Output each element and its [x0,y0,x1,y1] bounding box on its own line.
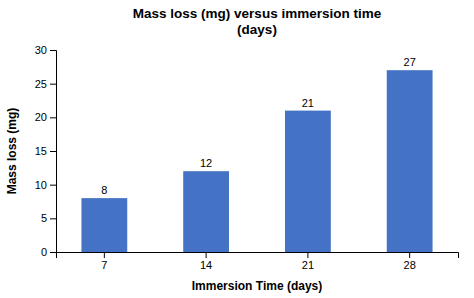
tick-mark [50,84,56,85]
data-label: 12 [200,157,212,169]
bar [183,171,229,252]
data-label: 21 [302,97,314,109]
tick-label: 0 [41,246,47,258]
title: Mass loss (mg) versus immersion time(day… [133,6,382,37]
tick: 5 [41,212,56,224]
tick: 30 [35,44,56,56]
data-labels: 8 12 21 27 [101,56,416,196]
bar [81,198,127,252]
tick: 21 [302,252,314,271]
tick: 28 [404,252,416,271]
tick-mark [206,252,207,258]
bar [387,70,433,252]
tick-label: 15 [35,145,47,157]
tick: 7 [101,252,107,271]
tick-mark [50,151,56,152]
tick-label: 25 [35,78,47,90]
tick: 20 [35,111,56,123]
tick-mark [50,50,56,51]
tick-mark [50,185,56,186]
x-axis-title: Immersion Time (days) [192,279,323,293]
tick-mark [50,218,56,219]
tick-label: 21 [302,259,314,271]
y-axis-title: Mass loss (mg) [5,108,19,195]
tick-mark [104,252,105,258]
tick-label: 30 [35,44,47,56]
tick: 15 [35,145,56,157]
tick: 10 [35,179,56,191]
tick: 0 [41,246,56,258]
chart: 8 12 21 27 7 14 21 28 0 5 10 15 20 25 30 Immersion Time… [0,0,474,298]
x-axis: 7 14 21 28 [57,252,459,271]
tick-mark [50,252,56,253]
tick-mark [409,252,410,258]
tick-label: 5 [41,212,47,224]
tick-mark [50,117,56,118]
bar [285,111,331,252]
tick-label: 20 [35,111,47,123]
tick-mark [307,252,308,258]
tick-label: 7 [101,259,107,271]
tick-label: 10 [35,179,47,191]
tick: 14 [200,252,212,271]
data-label: 8 [101,184,107,196]
axis-line [50,51,57,253]
tick-label: 14 [200,259,212,271]
y-axis: 0 5 10 15 20 25 30 [35,44,57,258]
axis-line [57,253,459,259]
plot-area: 8 12 21 27 7 14 21 28 0 5 10 15 20 25 30 [35,44,459,271]
bars [81,70,432,252]
data-label: 27 [404,56,416,68]
tick-label: 28 [404,259,416,271]
tick: 25 [35,78,56,90]
